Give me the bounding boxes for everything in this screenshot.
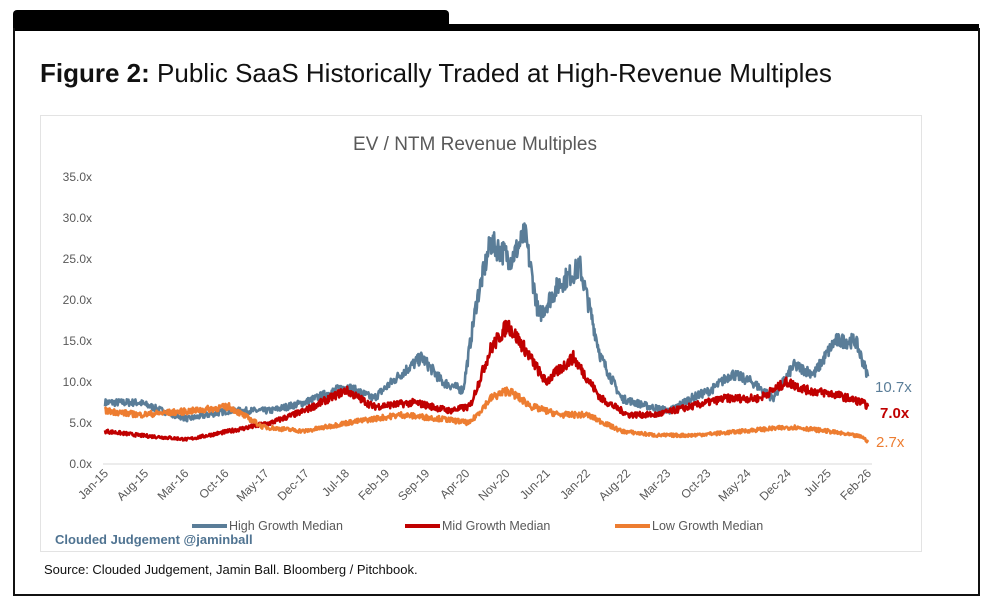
series-line-high-growth-median — [103, 222, 870, 423]
x-tick-label: Apr-20 — [437, 466, 473, 502]
x-tick-label: Aug-15 — [114, 466, 151, 503]
x-tick-label: Jul-25 — [801, 466, 834, 499]
y-tick-label: 30.0x — [63, 211, 92, 225]
y-tick-label: 35.0x — [63, 170, 92, 184]
header-bar — [13, 24, 979, 31]
x-tick-label: Oct-23 — [678, 466, 714, 502]
x-tick-label: Jan-22 — [557, 466, 593, 502]
x-tick-label: Feb-19 — [355, 466, 392, 503]
legend-label: Low Growth Median — [652, 519, 763, 533]
x-tick-label: Jan-15 — [75, 466, 111, 502]
x-tick-label: Mar-16 — [155, 466, 192, 503]
watermark: Clouded Judgement @jaminball — [55, 532, 253, 547]
x-tick-label: May-24 — [715, 466, 753, 504]
y-tick-label: 10.0x — [63, 375, 92, 389]
y-tick-label: 20.0x — [63, 293, 92, 307]
series-line-low-growth-median — [103, 386, 870, 444]
y-tick-label: 0.0x — [69, 457, 92, 471]
chart-frame — [40, 115, 922, 552]
figure-card — [13, 28, 980, 596]
x-tick-label: Mar-23 — [637, 466, 674, 503]
x-tick-label: Dec-24 — [757, 466, 794, 503]
x-tick-label: Dec-17 — [275, 466, 312, 503]
end-value-label: 2.7x — [876, 434, 905, 451]
chart-title: EV / NTM Revenue Multiples — [353, 134, 597, 155]
x-tick-label: Nov-20 — [475, 466, 512, 503]
figure-title: Figure 2: Public SaaS Historically Trade… — [40, 58, 832, 89]
end-value-label: 7.0x — [880, 405, 910, 422]
x-tick-label: Jul-18 — [319, 466, 352, 499]
x-tick-label: Feb-26 — [837, 466, 874, 503]
x-tick-label: Sep-19 — [395, 466, 432, 503]
y-tick-label: 15.0x — [63, 334, 92, 348]
figure-title-text: Public SaaS Historically Traded at High-… — [157, 58, 832, 88]
figure-label: Figure 2: — [40, 58, 150, 88]
y-tick-label: 5.0x — [69, 416, 92, 430]
y-tick-label: 25.0x — [63, 252, 92, 266]
legend-label: Mid Growth Median — [442, 519, 550, 533]
x-tick-label: Oct-16 — [196, 466, 232, 502]
end-value-label: 10.7x — [875, 379, 912, 396]
legend-label: High Growth Median — [229, 519, 343, 533]
x-tick-label: May-17 — [234, 466, 272, 504]
source-note: Source: Clouded Judgement, Jamin Ball. B… — [44, 562, 418, 577]
x-tick-label: Jun-21 — [517, 466, 553, 502]
x-tick-label: Aug-22 — [596, 466, 633, 503]
series-line-mid-growth-median — [103, 319, 870, 442]
